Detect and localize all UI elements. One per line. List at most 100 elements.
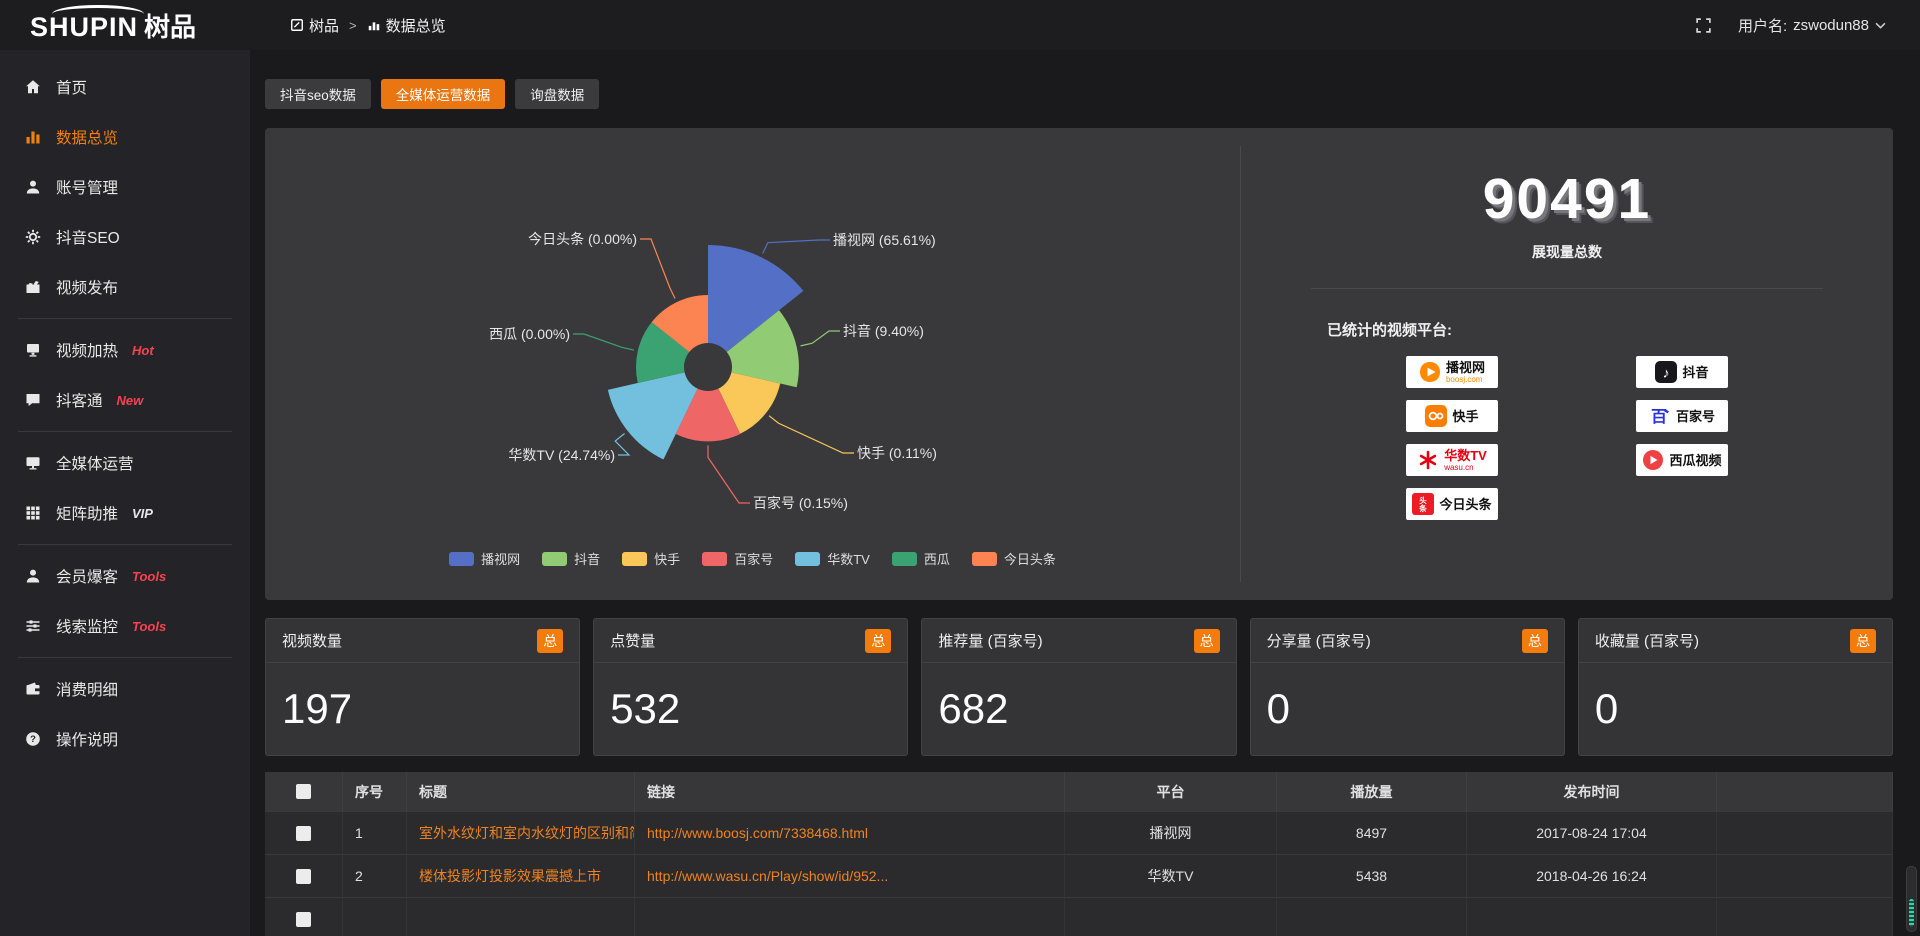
legend-label: 今日头条 [1003, 552, 1056, 567]
pie-slice-快手[interactable] [718, 372, 781, 434]
breadcrumb-root[interactable]: 树品 [290, 15, 339, 36]
username-prefix: 用户名: [1737, 17, 1788, 35]
fullscreen-icon[interactable] [1695, 17, 1712, 34]
pie-label-line [614, 433, 631, 456]
sidebar-item-label: 抖客通 [56, 393, 103, 410]
platform-badge[interactable]: 播视网 boosj.com [1406, 356, 1498, 388]
sidebar-item[interactable]: 数据总览 [0, 112, 250, 162]
row-checkbox[interactable] [296, 911, 311, 927]
legend-item[interactable]: 华数TV [795, 549, 870, 568]
row-index: 1 [343, 812, 407, 855]
platform-badge[interactable]: 华数TV wasu.cn [1406, 444, 1498, 476]
stat-card-total-badge[interactable]: 总 [1850, 628, 1877, 653]
pie-slice-今日头条[interactable] [651, 295, 708, 353]
svg-text:?: ? [30, 734, 36, 745]
sidebar-item-icon [24, 504, 42, 522]
scrollbar-thumb[interactable] [1909, 899, 1914, 927]
platform-subtext: boosj.com [1445, 374, 1483, 384]
sidebar-item[interactable]: 全媒体运营 [0, 438, 250, 488]
svg-text:条: 条 [1419, 503, 1428, 513]
row-checkbox[interactable] [296, 825, 311, 841]
legend-item[interactable]: 今日头条 [971, 549, 1056, 568]
pie-label: 华数TV (24.74%) [508, 447, 615, 463]
row-url-link[interactable] [635, 898, 1065, 936]
row-platform: 华数TV [1065, 855, 1277, 898]
sidebar-item[interactable]: 视频加热 Hot [0, 325, 250, 375]
pie-slice-播视网[interactable] [708, 245, 804, 353]
platform-logo-icon [1417, 449, 1439, 471]
legend-item[interactable]: 抖音 [542, 549, 600, 568]
stat-card-title: 视频数量 [282, 633, 343, 650]
row-checkbox[interactable] [296, 868, 311, 884]
legend-item[interactable]: 百家号 [702, 549, 773, 568]
main-content: 抖音seo数据 全媒体运营数据 询盘数据 播视网 (65.61%) 抖音 (9.4… [250, 50, 1920, 936]
select-all-checkbox[interactable] [296, 784, 311, 799]
topbar-right: 用户名: zswodun88 [1695, 15, 1920, 36]
row-title-link[interactable]: 室外水纹灯和室内水纹灯的区别和简介 [407, 812, 635, 855]
chart-legend: 播视网 抖音 快手 百家号 [265, 549, 1240, 568]
sidebar-item-icon [24, 391, 42, 409]
chevron-down-icon [217, 284, 228, 291]
legend-swatch [622, 551, 648, 566]
sidebar-item[interactable]: 首页 [0, 62, 250, 112]
stat-card-total-badge[interactable]: 总 [865, 628, 892, 653]
sidebar-item-icon: ? [24, 730, 42, 748]
stat-card-total-badge[interactable]: 总 [537, 628, 564, 653]
stat-card: 分享量 (百家号) 总 0 [1249, 618, 1565, 756]
platform-badge[interactable]: 百 百家号 [1636, 400, 1728, 432]
row-title-link[interactable] [407, 898, 635, 936]
legend-item[interactable]: 西瓜 [891, 549, 950, 568]
app-logo[interactable]: SHUPIN 树品 [0, 4, 250, 44]
rose-chart: 播视网 (65.61%) 抖音 (9.40%) 快手 (0.11%) 百家号 (0.1… [489, 231, 937, 511]
pie-label: 播视网 (65.61%) [833, 232, 936, 248]
pie-slice-西瓜[interactable] [636, 322, 690, 384]
platform-badge[interactable]: ♪ 抖音 [1636, 356, 1728, 388]
pie-label: 今日头条 (0.00%) [528, 231, 637, 247]
page-scrollbar[interactable] [1906, 866, 1917, 932]
sidebar-item[interactable]: ? 操作说明 [0, 714, 250, 764]
row-plays: 8497 [1277, 812, 1467, 855]
chevron-down-icon [217, 460, 228, 467]
sidebar-item-icon [24, 128, 42, 146]
col-header-filler [1717, 772, 1893, 812]
pie-label: 快手 (0.11%) [857, 445, 937, 461]
platform-badge[interactable]: 西瓜视频 [1636, 444, 1728, 476]
bar-chart-icon [368, 22, 379, 31]
summary-section: 90491 展现量总数 已统计的视频平台: 播视网 boosj.com [1241, 128, 1893, 600]
pie-slice-抖音[interactable] [726, 310, 799, 388]
platform-logo-icon: 头条 [1412, 493, 1435, 515]
sidebar-item[interactable]: 抖客通 New [0, 375, 250, 425]
pie-label: 百家号 (0.15%) [753, 495, 848, 511]
legend-item[interactable]: 快手 [622, 549, 680, 568]
sidebar-item[interactable]: 抖音SEO [0, 212, 250, 262]
data-tab[interactable]: 询盘数据 [515, 79, 600, 109]
stat-card-total-badge[interactable]: 总 [1193, 628, 1220, 653]
data-tab[interactable]: 抖音seo数据 [265, 79, 371, 109]
pie-label: 西瓜 (0.00%) [489, 326, 570, 342]
row-url-link[interactable]: http://www.wasu.cn/Play/show/id/952... [635, 855, 1065, 898]
stat-card-total-badge[interactable]: 总 [1521, 628, 1548, 653]
svg-text:♪: ♪ [1663, 365, 1670, 381]
sidebar-item-icon [24, 341, 42, 359]
row-url-link[interactable]: http://www.boosj.com/7338468.html [635, 812, 1065, 855]
sidebar-item[interactable]: 视频发布 [0, 262, 250, 312]
summary-divider [1311, 288, 1823, 289]
sidebar-item-icon [24, 228, 42, 246]
sidebar-item[interactable]: 矩阵助推 VIP [0, 488, 250, 538]
legend-item[interactable]: 播视网 [449, 549, 520, 568]
sidebar-item[interactable]: 消费明细 [0, 664, 250, 714]
row-filler [1717, 812, 1893, 855]
data-tab[interactable]: 全媒体运营数据 [380, 79, 506, 109]
sidebar-item[interactable]: 线索监控 Tools [0, 601, 250, 651]
sidebar-item-badge: New [116, 392, 144, 408]
user-menu[interactable]: 用户名: zswodun88 [1738, 15, 1886, 36]
pie-slice-百家号[interactable] [675, 388, 741, 442]
platform-badge[interactable]: 快手 [1406, 400, 1498, 432]
row-title-link[interactable]: 楼体投影灯投影效果震撼上市 [407, 855, 635, 898]
stat-cards-row: 视频数量 总 197 点赞量 总 532 推荐量 (百家号) 总 682 [265, 618, 1894, 756]
platform-badge[interactable]: 头条 今日头条 [1406, 488, 1498, 520]
pie-slice-华数TV[interactable] [607, 372, 698, 460]
sidebar-item[interactable]: 会员爆客 Tools [0, 551, 250, 601]
sidebar-item[interactable]: 账号管理 [0, 162, 250, 212]
breadcrumb-current[interactable]: 数据总览 [367, 15, 446, 36]
